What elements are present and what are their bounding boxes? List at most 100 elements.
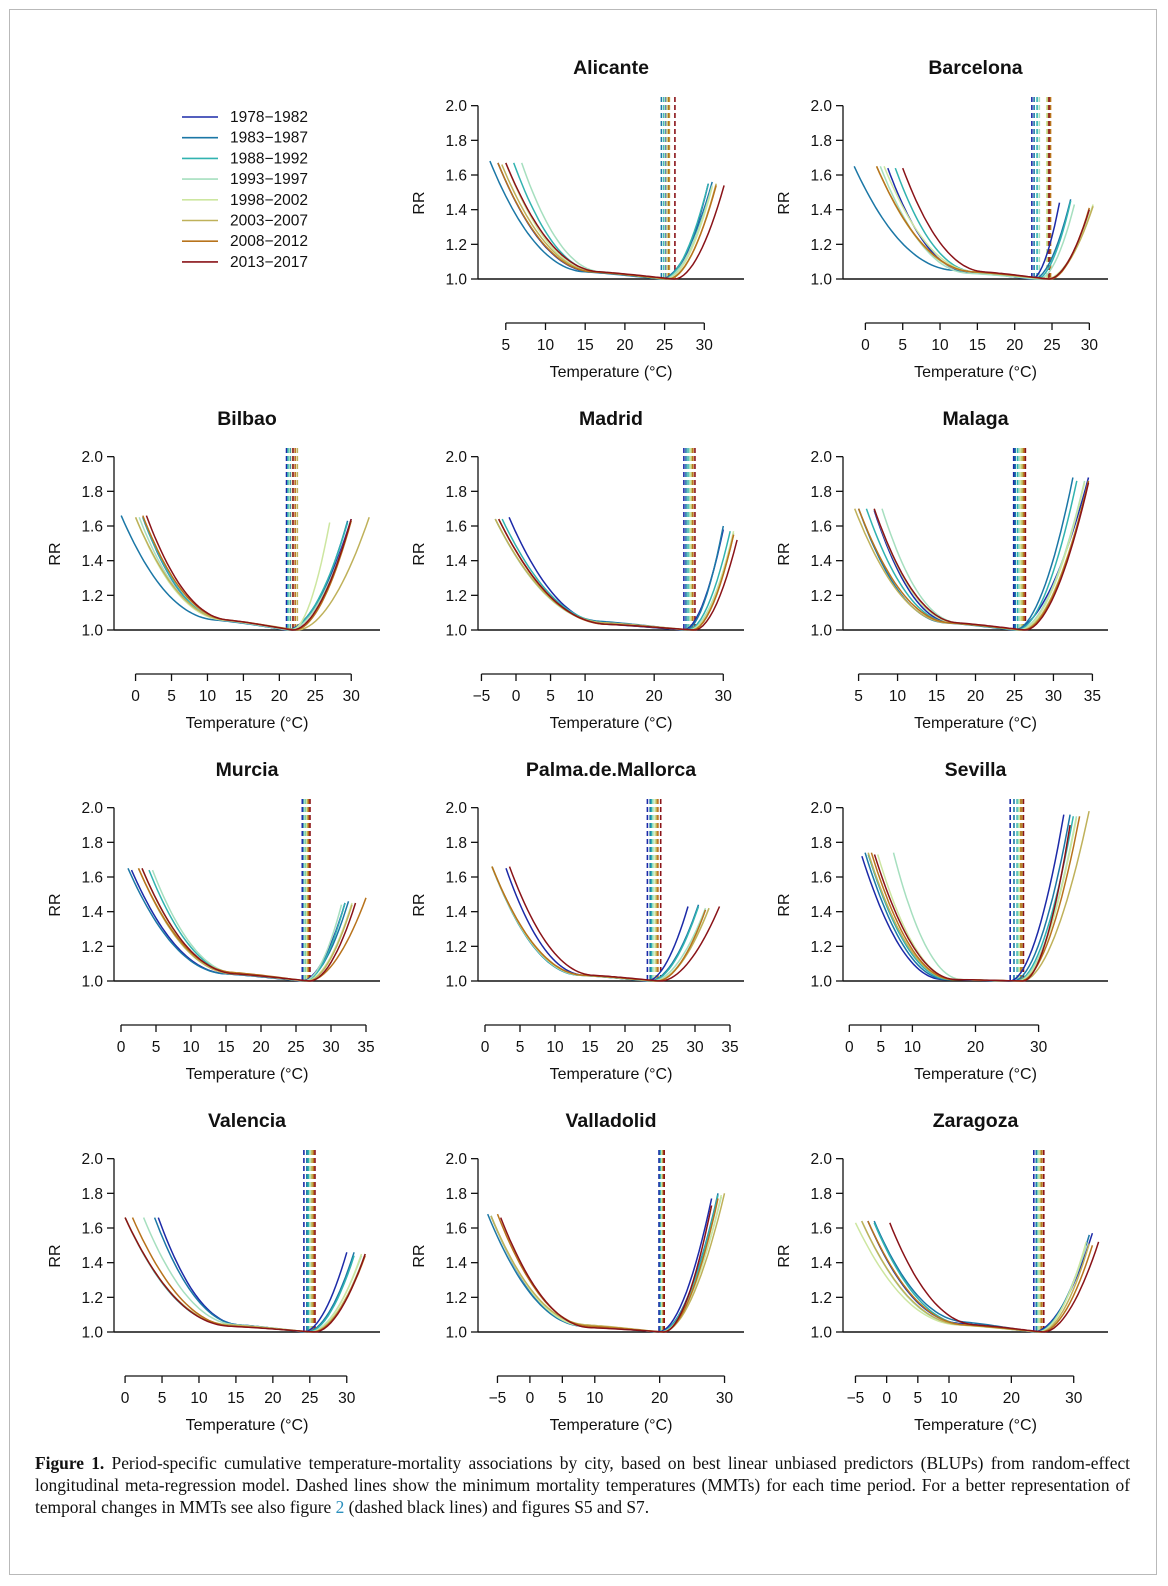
y-tick-label: 1.4 — [445, 553, 467, 570]
y-tick-label: 1.8 — [445, 484, 467, 501]
y-tick-label: 2.0 — [810, 98, 832, 115]
x-tick-label: 5 — [152, 1039, 161, 1056]
series-curve — [873, 482, 1090, 631]
series-curve — [151, 869, 343, 982]
x-tick-label: 35 — [721, 1039, 738, 1056]
y-axis-label: RR — [776, 1244, 793, 1267]
series-curve — [902, 167, 1091, 280]
x-tick-label: 0 — [882, 1390, 891, 1407]
series-curve — [130, 869, 346, 982]
x-tick-label: 0 — [117, 1039, 126, 1056]
panel-title: Alicante — [573, 57, 649, 79]
x-tick-label: 15 — [969, 337, 986, 354]
y-axis-label: RR — [411, 542, 428, 565]
series-curve — [490, 1198, 713, 1333]
caption-figure-link[interactable]: 2 — [335, 1497, 345, 1517]
panel-zaragoza: Zaragoza 1.0 1.2 1.4 1.6 1.8 2.0 RR −5 0 5 10 20 30 Te… — [776, 1110, 1108, 1434]
y-tick-label: 1.4 — [81, 904, 103, 921]
y-tick-label: 1.8 — [81, 835, 103, 852]
legend-label: 1983−1987 — [230, 130, 308, 147]
y-tick-label: 1.8 — [810, 133, 832, 150]
x-tick-label: 0 — [861, 337, 870, 354]
series-curve — [491, 866, 700, 982]
panel-murcia: Murcia 1.0 1.2 1.4 1.6 1.8 2.0 RR 0 5 10 15 20 25 30 35… — [47, 759, 380, 1083]
x-tick-label: 0 — [481, 1039, 490, 1056]
x-axis-label: Temperature (°C) — [186, 1066, 309, 1083]
y-tick-label: 1.6 — [810, 519, 832, 536]
series-curve — [501, 518, 731, 631]
y-tick-label: 2.0 — [445, 1151, 467, 1168]
y-tick-label: 1.2 — [445, 588, 467, 605]
series-curve — [512, 162, 710, 280]
series-curve — [508, 866, 721, 982]
x-tick-label: 15 — [581, 1039, 598, 1056]
legend-label: 1998−2002 — [230, 192, 308, 209]
y-tick-label: 2.0 — [445, 800, 467, 817]
x-axis-label: Temperature (°C) — [186, 1417, 309, 1434]
series-curve — [489, 160, 713, 280]
x-tick-label: 10 — [190, 1390, 208, 1407]
y-tick-label: 1.8 — [81, 484, 103, 501]
y-tick-label: 1.2 — [810, 588, 832, 605]
x-tick-label: 5 — [854, 688, 863, 705]
x-tick-label: 10 — [199, 688, 217, 705]
y-tick-label: 1.8 — [445, 835, 467, 852]
series-curve — [873, 1222, 1087, 1333]
series-curve — [505, 162, 725, 280]
x-tick-label: 15 — [928, 688, 945, 705]
y-tick-label: 1.4 — [81, 1255, 103, 1272]
series-curve — [141, 867, 357, 982]
series-curve — [137, 867, 367, 982]
panel-title: Malaga — [942, 408, 1008, 430]
panel-valencia: Valencia 1.0 1.2 1.4 1.6 1.8 2.0 RR 0 5 10 15 20 25 30… — [47, 1110, 380, 1434]
x-tick-label: 0 — [512, 688, 521, 705]
x-tick-label: 15 — [235, 688, 252, 705]
panel-valladolid: Valladolid 1.0 1.2 1.4 1.6 1.8 2.0 RR −5 0 5 10 20 30… — [411, 1110, 744, 1434]
x-tick-label: 20 — [616, 1039, 634, 1056]
x-axis-label: Temperature (°C) — [914, 1066, 1037, 1083]
x-tick-label: 25 — [301, 1390, 318, 1407]
x-tick-label: 10 — [546, 1039, 564, 1056]
y-axis-label: RR — [776, 191, 793, 214]
y-tick-label: 1.2 — [810, 237, 832, 254]
y-tick-label: 1.4 — [81, 553, 103, 570]
x-tick-label: 35 — [1084, 688, 1101, 705]
x-tick-label: 20 — [252, 1039, 270, 1056]
x-tick-label: 5 — [898, 337, 907, 354]
legend-label: 2008−2012 — [230, 233, 308, 250]
y-tick-label: 1.0 — [810, 1325, 832, 1342]
x-tick-label: 15 — [217, 1039, 234, 1056]
y-tick-label: 1.2 — [445, 1290, 467, 1307]
series-curve — [870, 816, 1081, 982]
x-tick-label: 5 — [158, 1390, 167, 1407]
x-tick-label: 10 — [586, 1390, 604, 1407]
y-tick-label: 1.8 — [445, 1186, 467, 1203]
x-tick-label: 20 — [616, 337, 634, 354]
series-curve — [500, 1205, 713, 1333]
y-tick-label: 1.6 — [445, 870, 467, 887]
panel-malaga: Malaga 1.0 1.2 1.4 1.6 1.8 2.0 RR 5 10 15 20 25 30 35 T… — [776, 408, 1108, 732]
series-curve — [124, 1217, 366, 1333]
panel-madrid: Madrid 1.0 1.2 1.4 1.6 1.8 2.0 RR −5 0 5 10 20 30 Temp… — [411, 408, 744, 732]
series-curve — [520, 162, 713, 280]
x-tick-label: 30 — [322, 1039, 340, 1056]
y-axis-label: RR — [411, 1244, 428, 1267]
x-tick-label: 0 — [121, 1390, 130, 1407]
y-tick-label: 1.6 — [445, 1221, 467, 1238]
y-tick-label: 1.6 — [810, 168, 832, 185]
x-tick-label: 0 — [131, 688, 140, 705]
x-tick-label: 10 — [182, 1039, 200, 1056]
panel-sevilla: Sevilla 1.0 1.2 1.4 1.6 1.8 2.0 RR 0 5 10 20 30 Tempe… — [776, 759, 1108, 1083]
y-tick-label: 1.4 — [445, 202, 467, 219]
y-tick-label: 1.2 — [445, 939, 467, 956]
x-axis-label: Temperature (°C) — [914, 364, 1037, 381]
x-tick-label: 20 — [271, 688, 289, 705]
y-tick-label: 1.2 — [81, 939, 103, 956]
panel-title: Madrid — [579, 408, 643, 430]
x-tick-label: 30 — [1030, 1039, 1048, 1056]
y-axis-label: RR — [47, 542, 64, 565]
y-axis-label: RR — [47, 893, 64, 916]
y-tick-label: 1.2 — [810, 1290, 832, 1307]
x-tick-label: 5 — [558, 1390, 567, 1407]
y-tick-label: 2.0 — [445, 449, 467, 466]
